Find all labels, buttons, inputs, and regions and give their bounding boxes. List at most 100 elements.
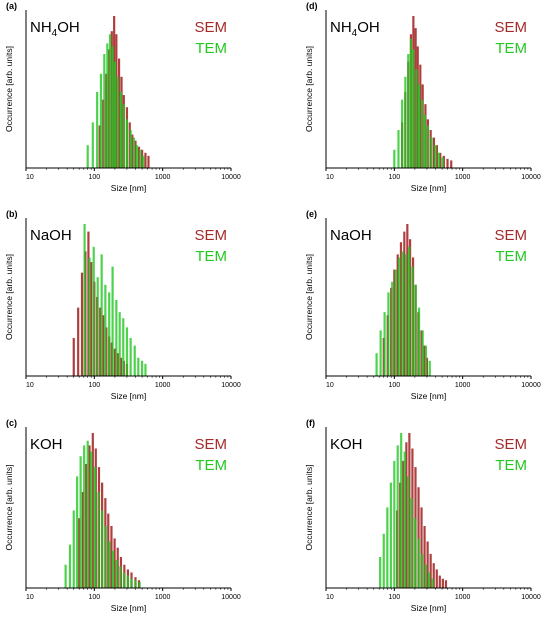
bar-tem-4 <box>103 54 106 168</box>
sample-name: KOH <box>30 436 63 453</box>
bar-sem-7 <box>419 64 422 168</box>
x-tick-label: 100 <box>88 382 100 389</box>
bar-tem-0 <box>393 149 396 168</box>
bar-sem-9 <box>423 526 426 588</box>
bar-sem-4 <box>91 433 94 588</box>
legend-tem: TEM <box>195 457 227 474</box>
bar-sem-6 <box>403 231 406 376</box>
bar-tem-3 <box>404 76 407 168</box>
bar-tem-19 <box>134 580 137 588</box>
bar-sem-16 <box>446 158 449 168</box>
x-tick-label: 10000 <box>521 594 541 601</box>
bar-tem-1 <box>382 533 385 588</box>
x-tick-label: 10000 <box>521 382 541 389</box>
bar-sem-3 <box>88 445 91 588</box>
panel-label: (e) <box>306 209 317 219</box>
chart-panel-b: 10 100 1000 10000 Size [nm] Occurrence [arb. … <box>4 209 241 401</box>
bar-tem-7 <box>415 69 418 168</box>
bar-tem-14 <box>132 137 136 168</box>
bar-sem-13 <box>435 145 439 168</box>
bar-sem-16 <box>144 152 147 168</box>
bar-tem-8 <box>113 61 116 168</box>
bar-tem-15 <box>135 145 139 168</box>
bar-tem-17 <box>126 575 130 588</box>
bar-tem-8 <box>93 467 97 588</box>
chart-panel-d: 10 100 1000 10000 Size [nm] Occurrence [arb. … <box>304 1 541 193</box>
x-axis-label: Size [nm] <box>111 183 146 193</box>
bar-sem-13 <box>134 140 137 168</box>
bar-tem-5 <box>394 269 397 376</box>
chart-panel-a: 10 100 1000 10000 Size [nm] Occurrence [arb. … <box>4 1 241 193</box>
bar-sem-2 <box>80 272 84 376</box>
bar-sem-14 <box>116 353 119 376</box>
y-axis-label: Occurrence [arb. units] <box>304 46 314 132</box>
bar-sem-7 <box>406 224 409 376</box>
chart-panel-f: 10 100 1000 10000 Size [nm] Occurrence [arb. … <box>304 418 541 613</box>
bar-sem-6 <box>416 46 419 168</box>
bar-tem-8 <box>407 476 410 588</box>
bar-sem-11 <box>113 538 116 588</box>
bar-tem-2 <box>96 92 99 168</box>
x-tick-label: 100 <box>88 594 100 601</box>
bar-tem-5 <box>396 445 399 588</box>
bar-tem-11 <box>417 538 420 588</box>
bar-tem-13 <box>133 345 136 376</box>
bar-sem-12 <box>432 563 435 588</box>
bar-tem-3 <box>99 73 103 168</box>
bar-tem-11 <box>414 284 417 376</box>
bar-sem-11 <box>429 553 432 588</box>
x-tick-label: 100 <box>388 594 400 601</box>
bar-sem-16 <box>444 580 448 588</box>
bar-tem-6 <box>86 440 89 588</box>
bar-tem-10 <box>414 518 417 588</box>
bar-sem-13 <box>423 345 426 376</box>
bar-tem-5 <box>409 38 413 168</box>
bar-tem-13 <box>434 145 437 168</box>
x-tick-label: 1000 <box>155 382 171 389</box>
bar-tem-10 <box>119 92 123 168</box>
bar-tem-2 <box>383 312 386 376</box>
bar-tem-8 <box>417 84 421 168</box>
bar-sem-15 <box>441 578 444 588</box>
x-tick-label: 10000 <box>521 174 541 181</box>
bar-tem-20 <box>138 581 141 588</box>
bar-tem-7 <box>90 451 93 588</box>
series-tem <box>83 224 147 376</box>
bar-sem-0 <box>72 338 75 376</box>
bar-tem-9 <box>410 498 413 588</box>
bar-tem-12 <box>421 553 424 588</box>
bar-tem-0 <box>86 145 89 168</box>
bar-sem-5 <box>399 242 403 376</box>
bar-tem-15 <box>141 360 144 376</box>
bar-tem-5 <box>83 445 86 588</box>
sample-name: NaOH <box>330 227 372 244</box>
bar-tem-14 <box>437 152 441 168</box>
chart-panel-e: 10 100 1000 10000 Size [nm] Occurrence [arb. … <box>304 209 541 401</box>
bar-tem-3 <box>387 292 390 376</box>
bar-tem-6 <box>412 49 415 168</box>
panel-label: (c) <box>6 418 17 428</box>
bar-tem-14 <box>427 572 431 588</box>
sample-name: NH4OH <box>330 19 380 39</box>
bar-sem-6 <box>115 34 118 168</box>
legend-tem: TEM <box>495 40 527 57</box>
bar-tem-3 <box>76 476 79 588</box>
x-axis-label: Size [nm] <box>411 183 446 193</box>
x-tick-label: 10 <box>326 594 334 601</box>
bar-tem-13 <box>111 550 115 588</box>
legend-sem: SEM <box>494 227 527 244</box>
bar-tem-7 <box>401 251 404 376</box>
x-tick-label: 10000 <box>221 382 241 389</box>
bar-sem-10 <box>426 541 429 588</box>
bar-tem-4 <box>79 456 82 588</box>
bar-tem-2 <box>401 99 404 168</box>
x-tick-label: 10 <box>26 174 34 181</box>
legend-sem: SEM <box>494 19 527 36</box>
bar-tem-3 <box>389 482 392 588</box>
bar-tem-5 <box>106 43 109 168</box>
sample-name: NaOH <box>30 227 72 244</box>
series-tem <box>375 246 431 376</box>
x-tick-label: 10 <box>326 382 334 389</box>
bar-tem-2 <box>72 510 75 588</box>
